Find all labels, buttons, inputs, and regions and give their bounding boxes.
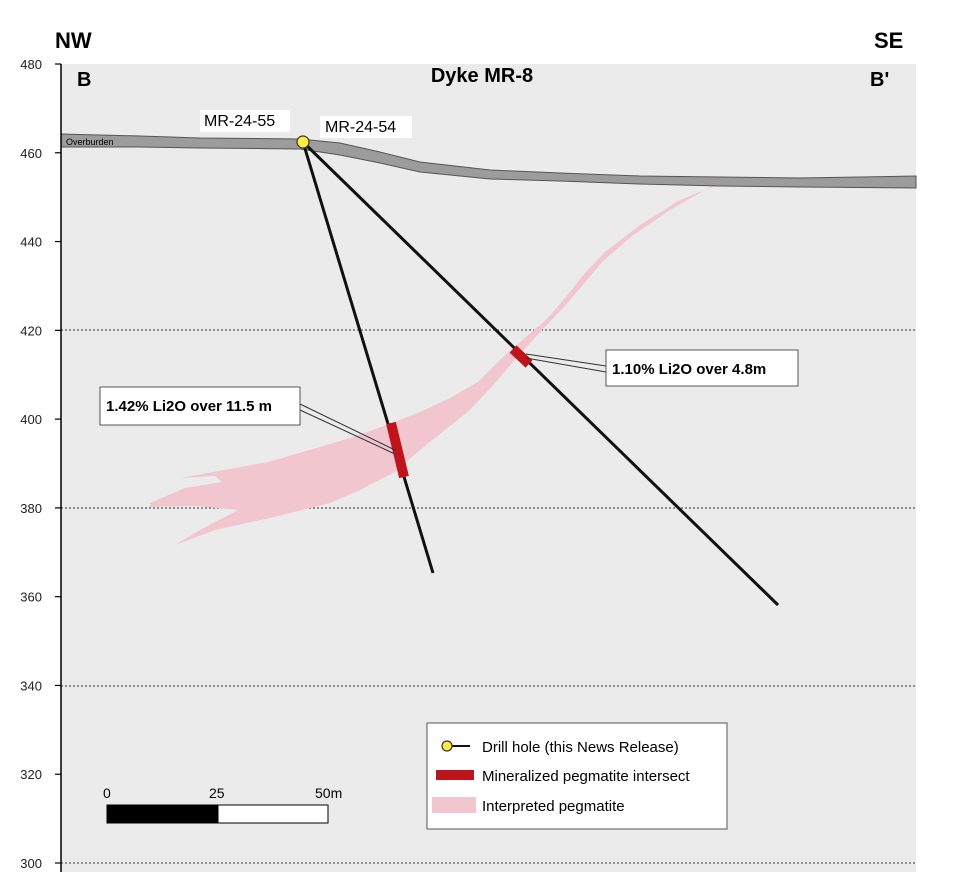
y-tick-label-420: 420: [20, 323, 42, 338]
legend-label-pegmatite: Interpreted pegmatite: [482, 798, 625, 815]
y-tick-label-460: 460: [20, 146, 42, 161]
scale-label-25: 25: [209, 785, 225, 801]
drill-hole-label-mr-24-54: MR-24-54: [325, 119, 396, 136]
y-tick-label-380: 380: [20, 501, 42, 516]
legend-drill-hole-icon: [441, 740, 453, 752]
drill-hole-label-mr-24-55: MR-24-55: [204, 113, 275, 130]
intercept-mr-24-55: [386, 421, 409, 479]
label-box-mr-24-55: [200, 110, 290, 132]
gridlines: [61, 329, 916, 864]
elevation-axis: 480 460 440 420 400 380 360 340 320 300: [20, 57, 62, 872]
y-tick-label-400: 400: [20, 412, 42, 427]
callout-label-mr-24-54: 1.10% Li2O over 4.8m: [612, 361, 766, 378]
legend-intersect-swatch: [436, 770, 474, 780]
overburden-label: Overburden: [66, 137, 114, 147]
interpreted-pegmatite-body: [150, 178, 740, 545]
callout-mr-24-55: 1.42% Li2O over 11.5 m: [99, 386, 396, 455]
y-tick-label-480: 480: [20, 57, 42, 72]
y-tick-label-360: 360: [20, 590, 42, 605]
label-box-mr-24-54: [320, 116, 412, 138]
section-start-label: B: [77, 69, 91, 91]
y-tick-label-340: 340: [20, 678, 42, 693]
direction-se: SE: [874, 28, 903, 53]
section-end-label: B': [870, 69, 889, 91]
legend-label-drill-hole: Drill hole (this News Release): [482, 739, 679, 756]
legend-label-intersect: Mineralized pegmatite intersect: [482, 768, 690, 785]
drill-trace-mr-24-54: [301, 140, 780, 607]
scale-bar: 0 25 50m: [103, 785, 342, 824]
callout-mr-24-54: 1.10% Li2O over 4.8m: [525, 349, 799, 387]
scale-label-50m: 50m: [315, 785, 342, 801]
legend: Drill hole (this News Release) Mineraliz…: [426, 722, 728, 830]
y-tick-label-320: 320: [20, 767, 42, 782]
callout-label-mr-24-55: 1.42% Li2O over 11.5 m: [106, 398, 272, 415]
direction-nw: NW: [55, 28, 92, 53]
y-tick-label-300: 300: [20, 856, 42, 871]
legend-pegmatite-swatch: [432, 797, 476, 813]
intercept-mr-24-54: [509, 345, 533, 368]
legend-box: [426, 722, 728, 830]
y-tick-label-440: 440: [20, 235, 42, 250]
drill-trace-mr-24-55: [301, 141, 435, 574]
scale-bar-black-segment: [106, 804, 219, 824]
scale-label-0: 0: [103, 785, 111, 801]
drill-hole-collar: [296, 135, 310, 149]
section-title: Dyke MR-8: [431, 65, 533, 87]
scale-bar-white-segment: [217, 804, 329, 824]
